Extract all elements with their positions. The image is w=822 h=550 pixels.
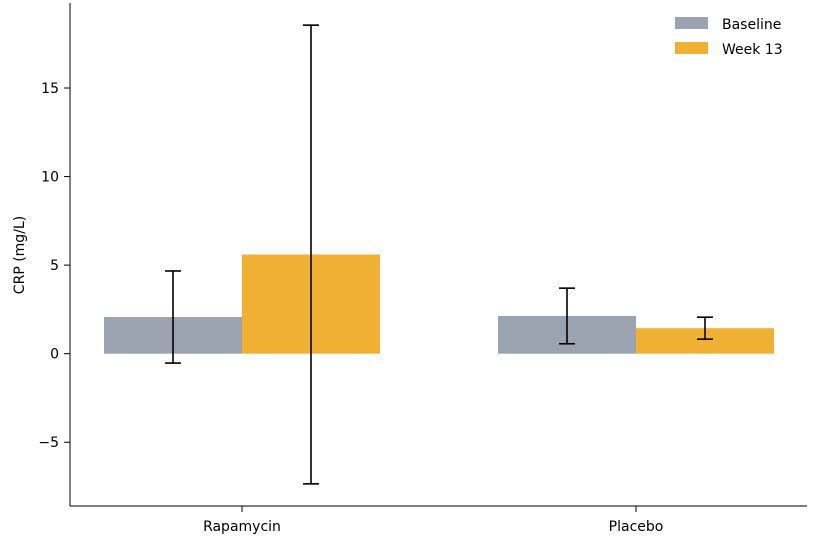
y-tick-label: 15 — [41, 81, 59, 97]
error-bar — [165, 270, 181, 364]
y-tick-label: 5 — [50, 258, 59, 274]
error-bar — [559, 287, 575, 345]
y-tick-label: 10 — [41, 170, 59, 186]
x-tick-label: Placebo — [609, 519, 664, 535]
x-tick-label: Rapamycin — [203, 519, 281, 535]
legend-swatch — [675, 17, 708, 29]
legend-swatch — [675, 42, 708, 54]
y-tick-label: 0 — [50, 347, 59, 363]
legend: Baseline Week 13 — [675, 17, 783, 58]
y-tick-label: −5 — [38, 435, 59, 451]
y-axis-label: CRP (mg/L) — [12, 216, 28, 294]
y-ticks: −5 0 5 10 15 — [38, 81, 70, 451]
error-bar — [697, 316, 713, 340]
bars — [104, 254, 774, 354]
error-bars — [165, 24, 713, 485]
error-bar — [303, 24, 319, 485]
x-ticks: Rapamycin Placebo — [203, 506, 663, 535]
legend-label: Week 13 — [722, 42, 783, 58]
legend-label: Baseline — [722, 17, 781, 33]
